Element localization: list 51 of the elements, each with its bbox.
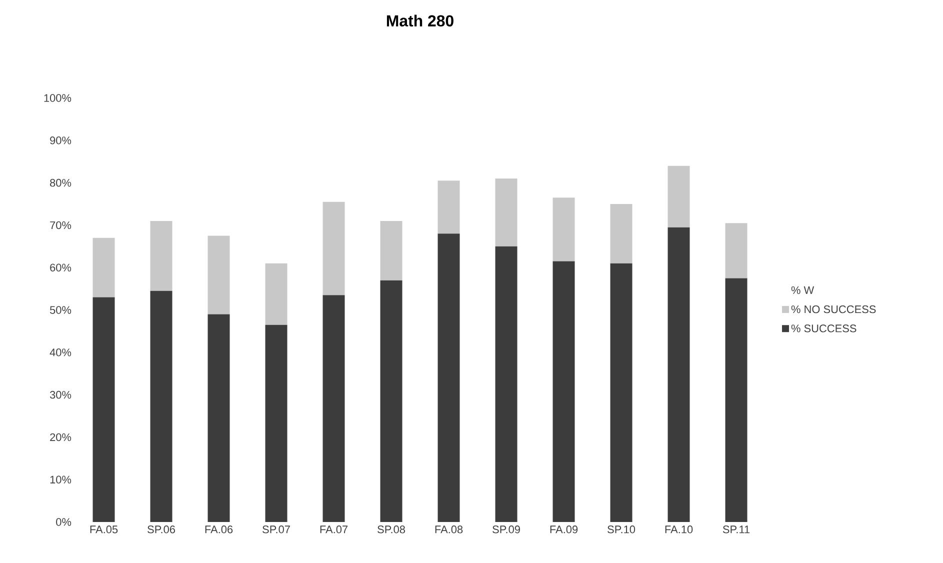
text: % W bbox=[791, 286, 814, 294]
bar bbox=[438, 180, 460, 234]
bar bbox=[265, 263, 288, 325]
y-tick-label: 30% bbox=[50, 390, 72, 399]
bar bbox=[380, 220, 402, 280]
bar bbox=[552, 198, 575, 262]
bar bbox=[668, 227, 690, 522]
x-tick-label: SP.09 bbox=[492, 526, 520, 534]
bar bbox=[208, 236, 230, 314]
x-tick-label: SP.08 bbox=[378, 526, 405, 534]
bar bbox=[380, 280, 402, 522]
x-tick-label: SP.10 bbox=[608, 526, 636, 534]
bar bbox=[92, 238, 115, 298]
bar bbox=[322, 202, 345, 296]
chart-title: Math 280 bbox=[386, 14, 454, 26]
x-tick-label: SP.11 bbox=[722, 526, 750, 534]
bar bbox=[150, 220, 172, 291]
y-tick-label: 50% bbox=[50, 306, 72, 314]
y-tick-label: 70% bbox=[50, 221, 72, 230]
y-tick-label: 20% bbox=[50, 433, 72, 442]
x-tick-label: SP.07 bbox=[262, 526, 290, 534]
legend-label: % NO SUCCESS bbox=[791, 305, 876, 314]
x-tick-label: FA.08 bbox=[435, 526, 463, 534]
x-tick-label: FA.05 bbox=[90, 526, 118, 534]
bar bbox=[725, 223, 748, 278]
y-tick-label: 100% bbox=[44, 94, 72, 102]
bar bbox=[150, 290, 172, 522]
bar bbox=[495, 178, 518, 246]
bar bbox=[495, 246, 518, 522]
bar bbox=[610, 204, 632, 264]
x-tick-label: FA.09 bbox=[550, 526, 578, 534]
y-tick-label: 10% bbox=[50, 476, 72, 484]
y-tick-label: 90% bbox=[50, 136, 72, 144]
bar bbox=[610, 263, 632, 522]
bar bbox=[668, 166, 690, 228]
bar bbox=[552, 261, 575, 522]
bar bbox=[265, 324, 288, 522]
y-tick-label: 0% bbox=[56, 518, 72, 526]
bar bbox=[92, 297, 115, 522]
bar bbox=[208, 314, 230, 522]
bar bbox=[322, 295, 345, 522]
bar bbox=[725, 278, 748, 522]
legend-label: % SUCCESS bbox=[791, 324, 856, 332]
x-tick-label: FA.10 bbox=[665, 526, 693, 534]
y-tick-label: 40% bbox=[50, 348, 72, 356]
x-tick-label: FA.07 bbox=[320, 526, 348, 534]
bar bbox=[438, 234, 460, 522]
y-tick-label: 60% bbox=[50, 264, 72, 272]
x-tick-label: FA.06 bbox=[205, 526, 233, 534]
x-tick-label: SP.06 bbox=[148, 526, 175, 534]
y-tick-label: 80% bbox=[50, 178, 72, 187]
